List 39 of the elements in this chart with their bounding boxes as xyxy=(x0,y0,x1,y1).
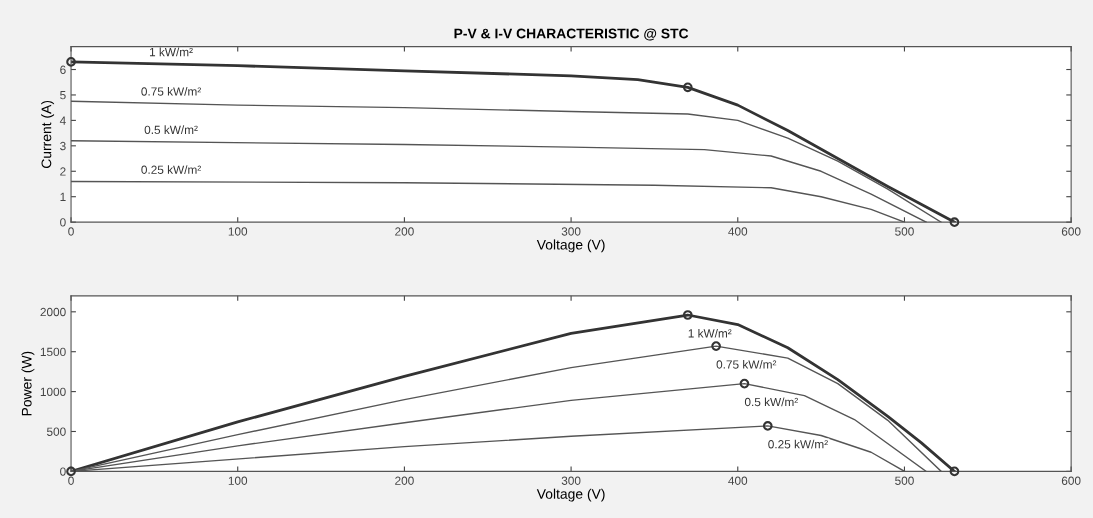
x-tick-label: 500 xyxy=(895,227,914,236)
y-tick-label: 1500 xyxy=(40,347,66,357)
y-tick-label: 2 xyxy=(60,167,66,176)
x-tick-label: 300 xyxy=(561,476,581,485)
x-tick-label: 0 xyxy=(68,227,74,236)
x-tick-label: 500 xyxy=(895,476,914,485)
y-axis-title: Current (A) xyxy=(41,100,55,169)
series-label: 1 kW/m² xyxy=(149,47,193,57)
series-label: 1 kW/m² xyxy=(688,328,732,338)
y-tick-label: 1 xyxy=(60,192,66,201)
series-label: 0.75 kW/m² xyxy=(141,87,201,96)
x-tick-label: 100 xyxy=(228,476,248,485)
x-tick-label: 400 xyxy=(728,476,748,485)
series-label: 0.25 kW/m² xyxy=(768,439,828,449)
series-label: 0.5 kW/m² xyxy=(744,397,798,407)
y-tick-label: 6 xyxy=(60,65,66,74)
x-tick-label: 100 xyxy=(228,227,248,236)
x-tick-label: 0 xyxy=(68,476,74,485)
series-label: 0.25 kW/m² xyxy=(141,165,201,174)
y-tick-label: 500 xyxy=(46,427,66,436)
x-tick-label: 300 xyxy=(561,227,581,236)
y-tick-label: 4 xyxy=(59,116,66,125)
x-tick-label: 200 xyxy=(395,227,414,236)
x-tick-label: 600 xyxy=(1061,227,1081,236)
y-tick-label: 0 xyxy=(60,218,66,227)
x-axis-title: Voltage (V) xyxy=(536,239,605,253)
x-tick-label: 400 xyxy=(728,227,748,236)
y-axis-title: Power (W) xyxy=(21,351,35,416)
x-axis-title: Voltage (V) xyxy=(536,488,605,502)
y-tick-label: 3 xyxy=(60,141,66,151)
x-tick-label: 600 xyxy=(1061,476,1081,485)
y-tick-label: 0 xyxy=(60,467,66,476)
x-tick-label: 200 xyxy=(395,476,414,485)
chart-title: P-V & I-V CHARACTERISTIC @ STC xyxy=(454,28,689,41)
y-tick-label: 1000 xyxy=(40,387,66,396)
series-label: 0.5 kW/m² xyxy=(144,125,198,134)
series-label: 0.75 kW/m² xyxy=(716,360,777,369)
y-tick-label: 2000 xyxy=(40,307,66,317)
y-tick-label: 5 xyxy=(60,91,66,100)
